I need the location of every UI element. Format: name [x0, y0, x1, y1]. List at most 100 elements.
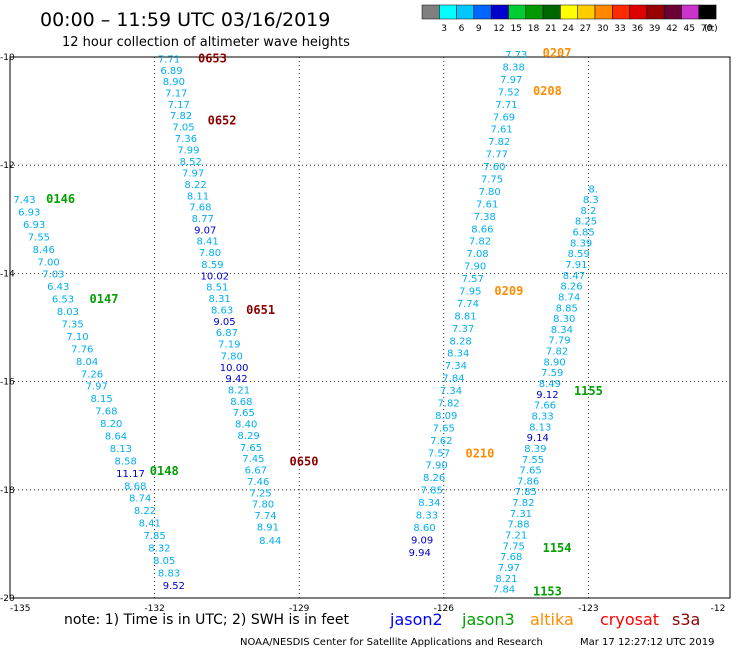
swh-value: 7.95 [459, 286, 481, 297]
legend-label: 18 [528, 24, 540, 34]
swh-value: 7.00 [37, 257, 59, 268]
swh-value: 7.52 [498, 87, 520, 98]
swh-value: 7.17 [165, 88, 187, 99]
pass-time-label: 0650 [290, 454, 319, 468]
units-note: note: 1) Time is in UTC; 2) SWH is in fe… [64, 612, 350, 628]
swh-value: 7.90 [464, 262, 486, 273]
swh-value: 8.11 [187, 191, 209, 202]
legend-label: 30 [597, 24, 609, 34]
pass-time-label: 0148 [150, 464, 179, 478]
satellite-legend-item: jason2 [389, 610, 443, 629]
swh-value: 6.93 [18, 208, 40, 219]
swh-value: 7.71 [158, 54, 180, 65]
swh-value: 8.85 [556, 303, 578, 314]
swh-value: 7.88 [507, 520, 529, 531]
pass-time-label: 0208 [533, 84, 562, 98]
swh-value: 7.55 [522, 455, 544, 466]
swh-value: 8.44 [259, 536, 281, 547]
swh-value: 7.31 [510, 509, 532, 520]
legend-swatch [560, 4, 578, 20]
swh-value: 9.09 [411, 535, 433, 546]
swh-value: 8. [588, 184, 598, 195]
swh-value: 7.73 [505, 50, 527, 61]
swh-value: 7.71 [495, 100, 517, 111]
swh-value: 8.21 [228, 386, 250, 397]
swh-value: 7.97 [86, 382, 108, 393]
swh-value: 6.43 [47, 282, 69, 293]
swh-value: 6.89 [160, 66, 182, 77]
legend-label: 24 [562, 24, 574, 34]
legend-swatch [698, 4, 717, 20]
satellite-passes: 7.716.898.907.177.177.827.057.367.998.52… [13, 46, 603, 598]
swh-value: 7.82 [437, 398, 459, 409]
y-tick-label: -18 [0, 486, 15, 496]
swh-value: 7.97 [500, 75, 522, 86]
swh-value: 7.97 [182, 169, 204, 180]
swh-value: 7.26 [81, 369, 103, 380]
pass-time-label: 0651 [246, 303, 275, 317]
swh-value: 7.82 [469, 237, 491, 248]
y-tick-label: -12 [0, 161, 15, 171]
timestamp-text: Mar 17 12:27:12 UTC 2019 [580, 637, 715, 648]
swh-value: 7.75 [503, 541, 525, 552]
swh-value: 7.46 [247, 477, 269, 488]
swh-value: 7.77 [486, 150, 508, 161]
swh-value: 8.20 [100, 419, 122, 430]
swh-value: 7.74 [254, 511, 276, 522]
swh-value: 8.29 [237, 431, 259, 442]
swh-value: 8.39 [570, 238, 592, 249]
swh-value: 8.46 [33, 245, 55, 256]
legend-swatch [542, 4, 561, 20]
swh-value: 9.07 [194, 225, 216, 236]
swh-value: 7.85 [421, 486, 443, 497]
legend-swatch [421, 4, 440, 20]
swh-value: 7.62 [430, 436, 452, 447]
credit-text: NOAA/NESDIS Center for Satellite Applica… [240, 637, 543, 648]
swh-value: 7.80 [221, 351, 243, 362]
legend-label: 9 [476, 24, 482, 34]
swh-value: 7.80 [478, 187, 500, 198]
swh-value: 8.30 [553, 314, 575, 325]
graticule [10, 57, 730, 598]
swh-value: 6.93 [23, 220, 45, 231]
swh-value: 7.85 [515, 487, 537, 498]
x-tick-label: -126 [434, 604, 455, 614]
swh-value: 7.86 [517, 476, 539, 487]
legend-label: 42 [666, 24, 677, 34]
swh-value: 7.84 [493, 585, 515, 596]
swh-value: 8.47 [563, 271, 585, 282]
swh-value: 8.34 [551, 325, 573, 336]
swh-value: 8.13 [110, 444, 132, 455]
swh-value: 8.66 [471, 224, 493, 235]
x-tick-label: -132 [144, 604, 164, 614]
swh-value: 8.04 [76, 357, 98, 368]
swh-value: 8.25 [575, 217, 597, 228]
legend-label: 27 [580, 24, 591, 34]
swh-value: 7.21 [505, 530, 527, 541]
swh-value: 7.36 [175, 134, 197, 145]
swh-value: 8.41 [139, 519, 161, 530]
y-tick-label: -10 [0, 53, 15, 63]
swh-value: 7.66 [534, 401, 556, 412]
x-tick-label: -12 [711, 604, 726, 614]
swh-value: 8.41 [196, 237, 218, 248]
legend-swatch [681, 4, 700, 20]
swh-value: 8.60 [413, 523, 435, 534]
swh-value: 7.65 [519, 466, 541, 477]
color-legend: 3 6 9 12 15 18 21 24 27 30 33 36 39 42 45 70(ft) [421, 4, 718, 34]
legend-swatch [663, 4, 682, 20]
swh-value: 8.28 [450, 336, 472, 347]
legend-label: 45 [684, 24, 695, 34]
subtitle: 12 hour collection of altimeter wave hei… [62, 35, 350, 50]
swh-value: 7.68 [189, 203, 211, 214]
legend-label: 15 [511, 24, 522, 34]
swh-value: 7.35 [62, 320, 84, 331]
swh-value: 8.34 [418, 498, 440, 509]
swh-value: 7.69 [493, 112, 515, 123]
swh-value: 8.38 [503, 63, 525, 74]
swh-value: 7.65 [240, 443, 262, 454]
legend-swatch [612, 4, 630, 20]
legend-swatch [594, 4, 613, 20]
swh-value: 8.2 [580, 206, 596, 217]
